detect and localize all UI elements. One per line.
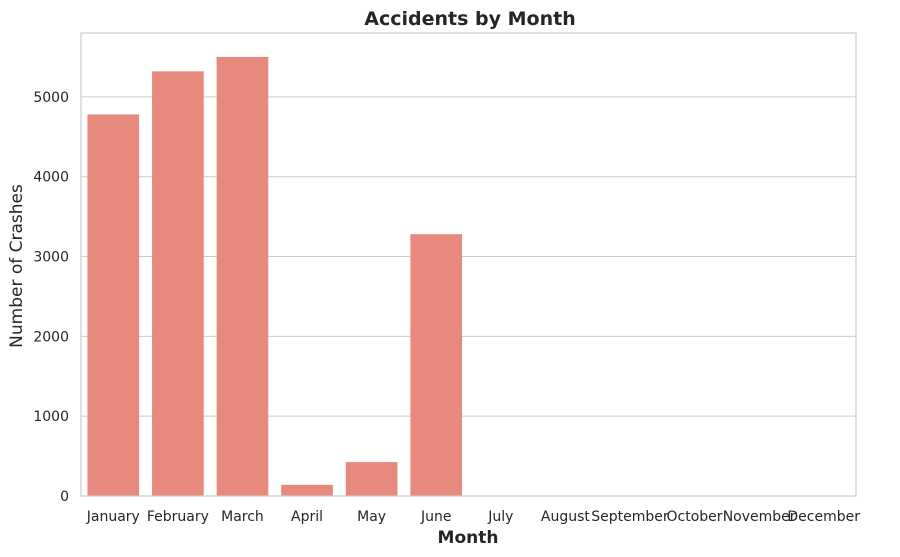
y-axis-label: Number of Crashes bbox=[7, 184, 27, 348]
x-tick-label: December bbox=[787, 509, 860, 525]
x-tick-label: November bbox=[723, 509, 796, 525]
bar-january bbox=[87, 114, 140, 497]
bar-april bbox=[281, 484, 333, 496]
x-tick-label: July bbox=[487, 509, 513, 525]
x-tick-label: September bbox=[591, 509, 669, 525]
x-tick-label: October bbox=[667, 509, 723, 525]
y-tick-label: 4000 bbox=[33, 170, 69, 186]
bar-may bbox=[345, 462, 398, 496]
bar-june bbox=[410, 234, 463, 496]
x-tick-label: January bbox=[86, 509, 140, 525]
y-tick-label: 3000 bbox=[33, 250, 69, 266]
x-tick-label: June bbox=[420, 509, 452, 525]
bar-february bbox=[152, 71, 204, 497]
x-tick-labels: January February March April May June July Augu… bbox=[86, 509, 860, 525]
x-axis-label: Month bbox=[438, 528, 499, 548]
bars bbox=[87, 56, 463, 497]
x-tick-label: April bbox=[291, 509, 323, 525]
y-tick-label: 1000 bbox=[33, 409, 69, 425]
y-tick-label: 5000 bbox=[33, 90, 69, 106]
x-tick-label: March bbox=[221, 509, 264, 525]
x-tick-label: May bbox=[357, 509, 386, 525]
plot-frame bbox=[80, 32, 857, 497]
y-tick-labels: 0 1000 2000 3000 4000 5000 bbox=[33, 90, 69, 505]
y-tick-label: 2000 bbox=[33, 329, 69, 345]
bar-march bbox=[216, 56, 269, 497]
y-tick-label: 0 bbox=[60, 489, 69, 505]
x-tick-label: February bbox=[147, 509, 209, 525]
chart-title: Accidents by Month bbox=[364, 8, 575, 30]
x-tick-label: August bbox=[541, 509, 591, 525]
